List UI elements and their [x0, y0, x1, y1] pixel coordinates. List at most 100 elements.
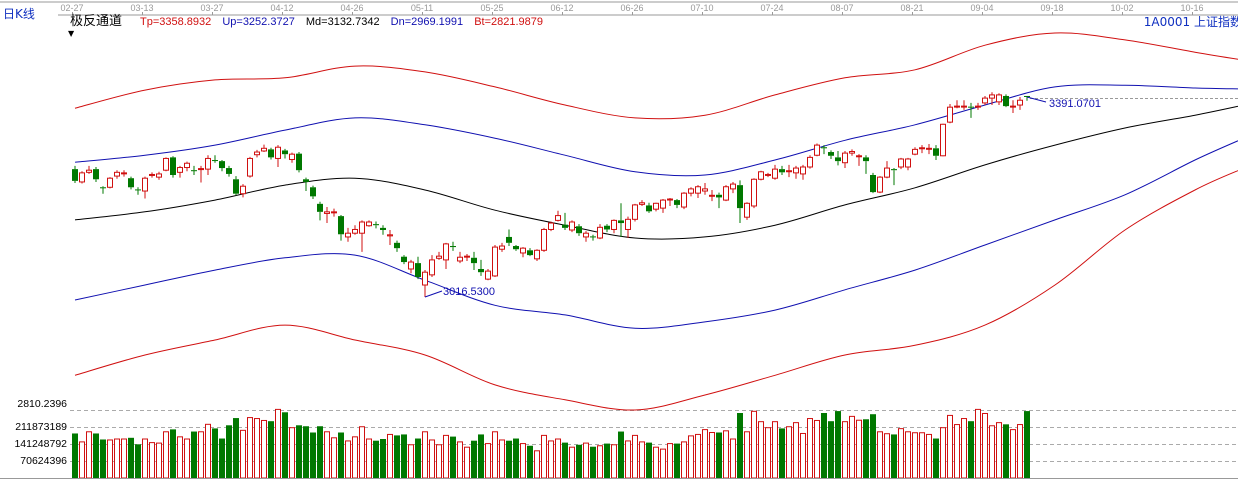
candle [436, 251, 442, 260]
candle [723, 185, 729, 202]
volume-bar [849, 415, 855, 479]
volume-bar [345, 440, 351, 479]
candle-body [464, 255, 470, 258]
volume-bar [289, 427, 295, 479]
candle-body [968, 106, 974, 108]
volume-bar [212, 428, 218, 478]
volume-bar [807, 418, 813, 479]
candle-body [583, 232, 589, 238]
candle-body [1017, 99, 1023, 106]
candle [562, 212, 568, 231]
candle [807, 155, 813, 169]
date-label: 09-18 [1040, 3, 1063, 13]
candle-body [261, 147, 267, 152]
volume-bar [590, 446, 596, 478]
volume-bar [660, 448, 666, 479]
candle [618, 203, 624, 237]
period-label[interactable]: 日K线 [3, 7, 35, 21]
volume-bar [478, 434, 484, 478]
candle-body [317, 203, 323, 212]
volume-bar [548, 440, 554, 479]
volume-bar [114, 438, 120, 479]
volume-bar [639, 441, 645, 479]
candle-body [667, 198, 673, 201]
candle [408, 259, 414, 274]
candle [856, 154, 862, 166]
candle [961, 100, 967, 110]
candle [415, 256, 421, 280]
candle [576, 224, 582, 236]
candle [702, 183, 708, 195]
volume-bar [835, 411, 841, 478]
volume-bar [555, 438, 561, 479]
candle [828, 150, 834, 159]
date-label: 10-16 [1180, 3, 1203, 13]
volume-bar [219, 438, 225, 478]
volume-bar [863, 419, 869, 478]
param-dn: Dn=2969.1991 [390, 16, 464, 28]
candle [730, 181, 736, 194]
candle-body [681, 192, 687, 208]
candle [597, 224, 603, 240]
candle [254, 149, 260, 158]
volume-bar [954, 424, 960, 479]
volume-bar [681, 441, 687, 479]
volume-bars [72, 408, 1030, 479]
candle-body [989, 94, 995, 99]
candle [429, 255, 435, 277]
volume-bar [905, 431, 911, 479]
dropdown-arrow-icon[interactable]: ▼ [68, 29, 75, 38]
candle [989, 92, 995, 106]
candle [891, 168, 897, 186]
candle [793, 165, 799, 179]
candle-body [492, 246, 498, 277]
candle-body [555, 215, 561, 221]
candle-body [72, 169, 78, 181]
date-label: 05-25 [480, 3, 503, 13]
candle-body [520, 247, 526, 254]
candle-body [814, 144, 820, 156]
candle [933, 145, 939, 161]
volume-bar [359, 426, 365, 479]
candle-body [352, 228, 358, 234]
candle-body [604, 225, 610, 230]
candle [443, 242, 449, 269]
volume-bar [86, 431, 92, 479]
volume-bar [751, 410, 757, 479]
volume-bar [912, 432, 918, 479]
candle [912, 147, 918, 156]
candle-body [359, 221, 365, 234]
volume-bar [702, 429, 708, 479]
volume-bar [464, 446, 470, 479]
volume-bar [1024, 411, 1030, 478]
candle [646, 202, 652, 213]
candle [478, 259, 484, 276]
candle [149, 172, 155, 178]
candle-body [933, 148, 939, 156]
candle [261, 144, 267, 153]
candle [79, 171, 85, 184]
candle-body [268, 149, 274, 158]
indicator-name[interactable]: 极反通道 [70, 14, 123, 29]
date-label: 09-04 [970, 3, 993, 13]
volume-bar [373, 440, 379, 478]
candle [534, 249, 540, 261]
candle-body [884, 167, 890, 178]
candle-body [394, 242, 400, 249]
candle-body [926, 147, 932, 150]
volume-bar [695, 433, 701, 479]
candle-body [534, 249, 540, 260]
volume-bar [674, 443, 680, 478]
candle-body [79, 172, 85, 183]
candle [1010, 100, 1016, 114]
volume-bar [583, 442, 589, 479]
candle [233, 176, 239, 196]
high-annotation: 3391.0701 [1049, 98, 1101, 110]
volume-bar [205, 423, 211, 479]
candle [471, 251, 477, 271]
date-label: 07-10 [690, 3, 713, 13]
volume-bar [730, 438, 736, 479]
candle-body [786, 170, 792, 173]
candle [114, 170, 120, 179]
